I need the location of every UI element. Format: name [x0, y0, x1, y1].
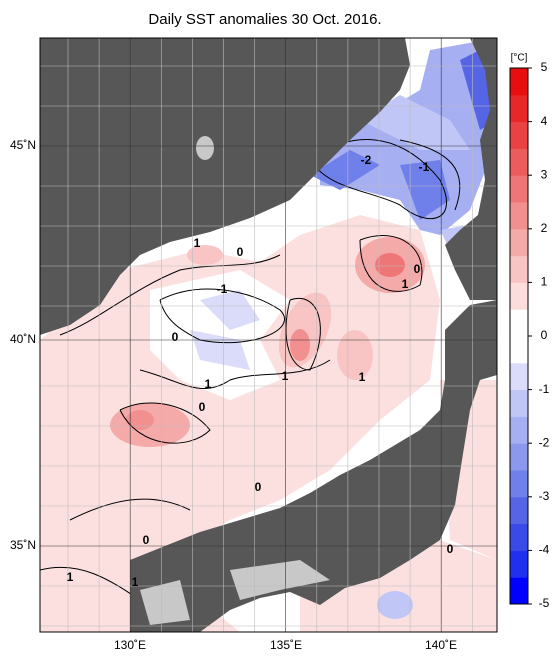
contour-label: 1	[402, 277, 409, 291]
contour-label: -2	[361, 153, 372, 167]
contour-label: -1	[419, 160, 430, 174]
title: Daily SST anomalies 30 Oct. 2016.	[148, 11, 381, 28]
colorbar-segment	[510, 389, 528, 417]
colorbar-segment	[510, 523, 528, 551]
colorbar-segment	[510, 228, 528, 257]
contour-label: 1	[132, 575, 139, 589]
colorbar-tick-label: -4	[539, 543, 550, 557]
colorbar-tick-label: -2	[539, 435, 550, 449]
colorbar-segment	[510, 175, 528, 203]
contour-label: 1	[205, 377, 212, 391]
colorbar-segment	[510, 470, 528, 498]
colorbar-tick-label: -3	[539, 489, 550, 503]
colorbar-tick-label: 3	[541, 167, 548, 181]
contour-label: 1	[67, 570, 74, 584]
contour-label: 1	[282, 369, 289, 383]
colorbar-segment	[510, 309, 528, 337]
contour-label: 0	[447, 542, 454, 556]
lat-label: 40˚N	[10, 332, 36, 346]
contour-label: 0	[143, 533, 150, 547]
colorbar-segment	[510, 148, 528, 176]
lon-label: 140˚E	[425, 638, 457, 652]
colorbar-unit: [°C]	[511, 53, 528, 64]
colorbar-segment	[510, 496, 528, 525]
colorbar-segment	[510, 336, 528, 364]
colorbar-segment	[510, 362, 528, 391]
colorbar-segment	[510, 577, 528, 605]
colorbar-segment	[510, 255, 528, 283]
colorbar-tick-label: 0	[541, 328, 548, 342]
lat-label: 45˚N	[10, 138, 36, 152]
colorbar-tick-label: 4	[541, 114, 548, 128]
contour-label: 0	[172, 330, 179, 344]
colorbar-segment	[510, 94, 528, 123]
lat-label: 35˚N	[10, 538, 36, 552]
colorbar-segment	[510, 121, 528, 149]
colorbar-segment	[510, 550, 528, 578]
no-data	[140, 136, 330, 625]
map-frame	[39, 37, 498, 633]
contour-label: 0	[255, 480, 262, 494]
colorbar: -5 -4 -3 -2 -1 0 1 2 3 4 5	[509, 60, 550, 610]
contour-label: 1	[194, 236, 201, 250]
colorbar-tick-label: 1	[541, 275, 548, 289]
map-area: 1 0 -1 0 1 0 1 1 0 0 1 1 0 -2 -1 0 1	[40, 38, 497, 632]
contour-label: 0	[199, 400, 206, 414]
colorbar-segment	[510, 202, 528, 230]
graticule	[40, 38, 497, 632]
colorbar-tick-label: -1	[539, 382, 550, 396]
colorbar-segment	[510, 68, 528, 96]
contour-label: 1	[359, 370, 366, 384]
contours	[40, 139, 461, 601]
lon-label: 130˚E	[114, 638, 146, 652]
lon-label: 135˚E	[270, 638, 302, 652]
colorbar-segment	[510, 443, 528, 471]
contour-label: 0	[237, 245, 244, 259]
colorbar-tick-label: -5	[539, 596, 550, 610]
contour-label: -1	[217, 282, 228, 296]
colorbar-segment	[510, 416, 528, 444]
colorbar-tick-label: 2	[541, 221, 548, 235]
colorbar-segment	[510, 282, 528, 310]
contour-labels: 1 0 -1 0 1 0 1 1 0 0 1 1 0 -2 -1 0 1	[67, 153, 454, 589]
colorbar-tick-label: 5	[541, 60, 548, 74]
contour-label: 0	[414, 262, 421, 276]
